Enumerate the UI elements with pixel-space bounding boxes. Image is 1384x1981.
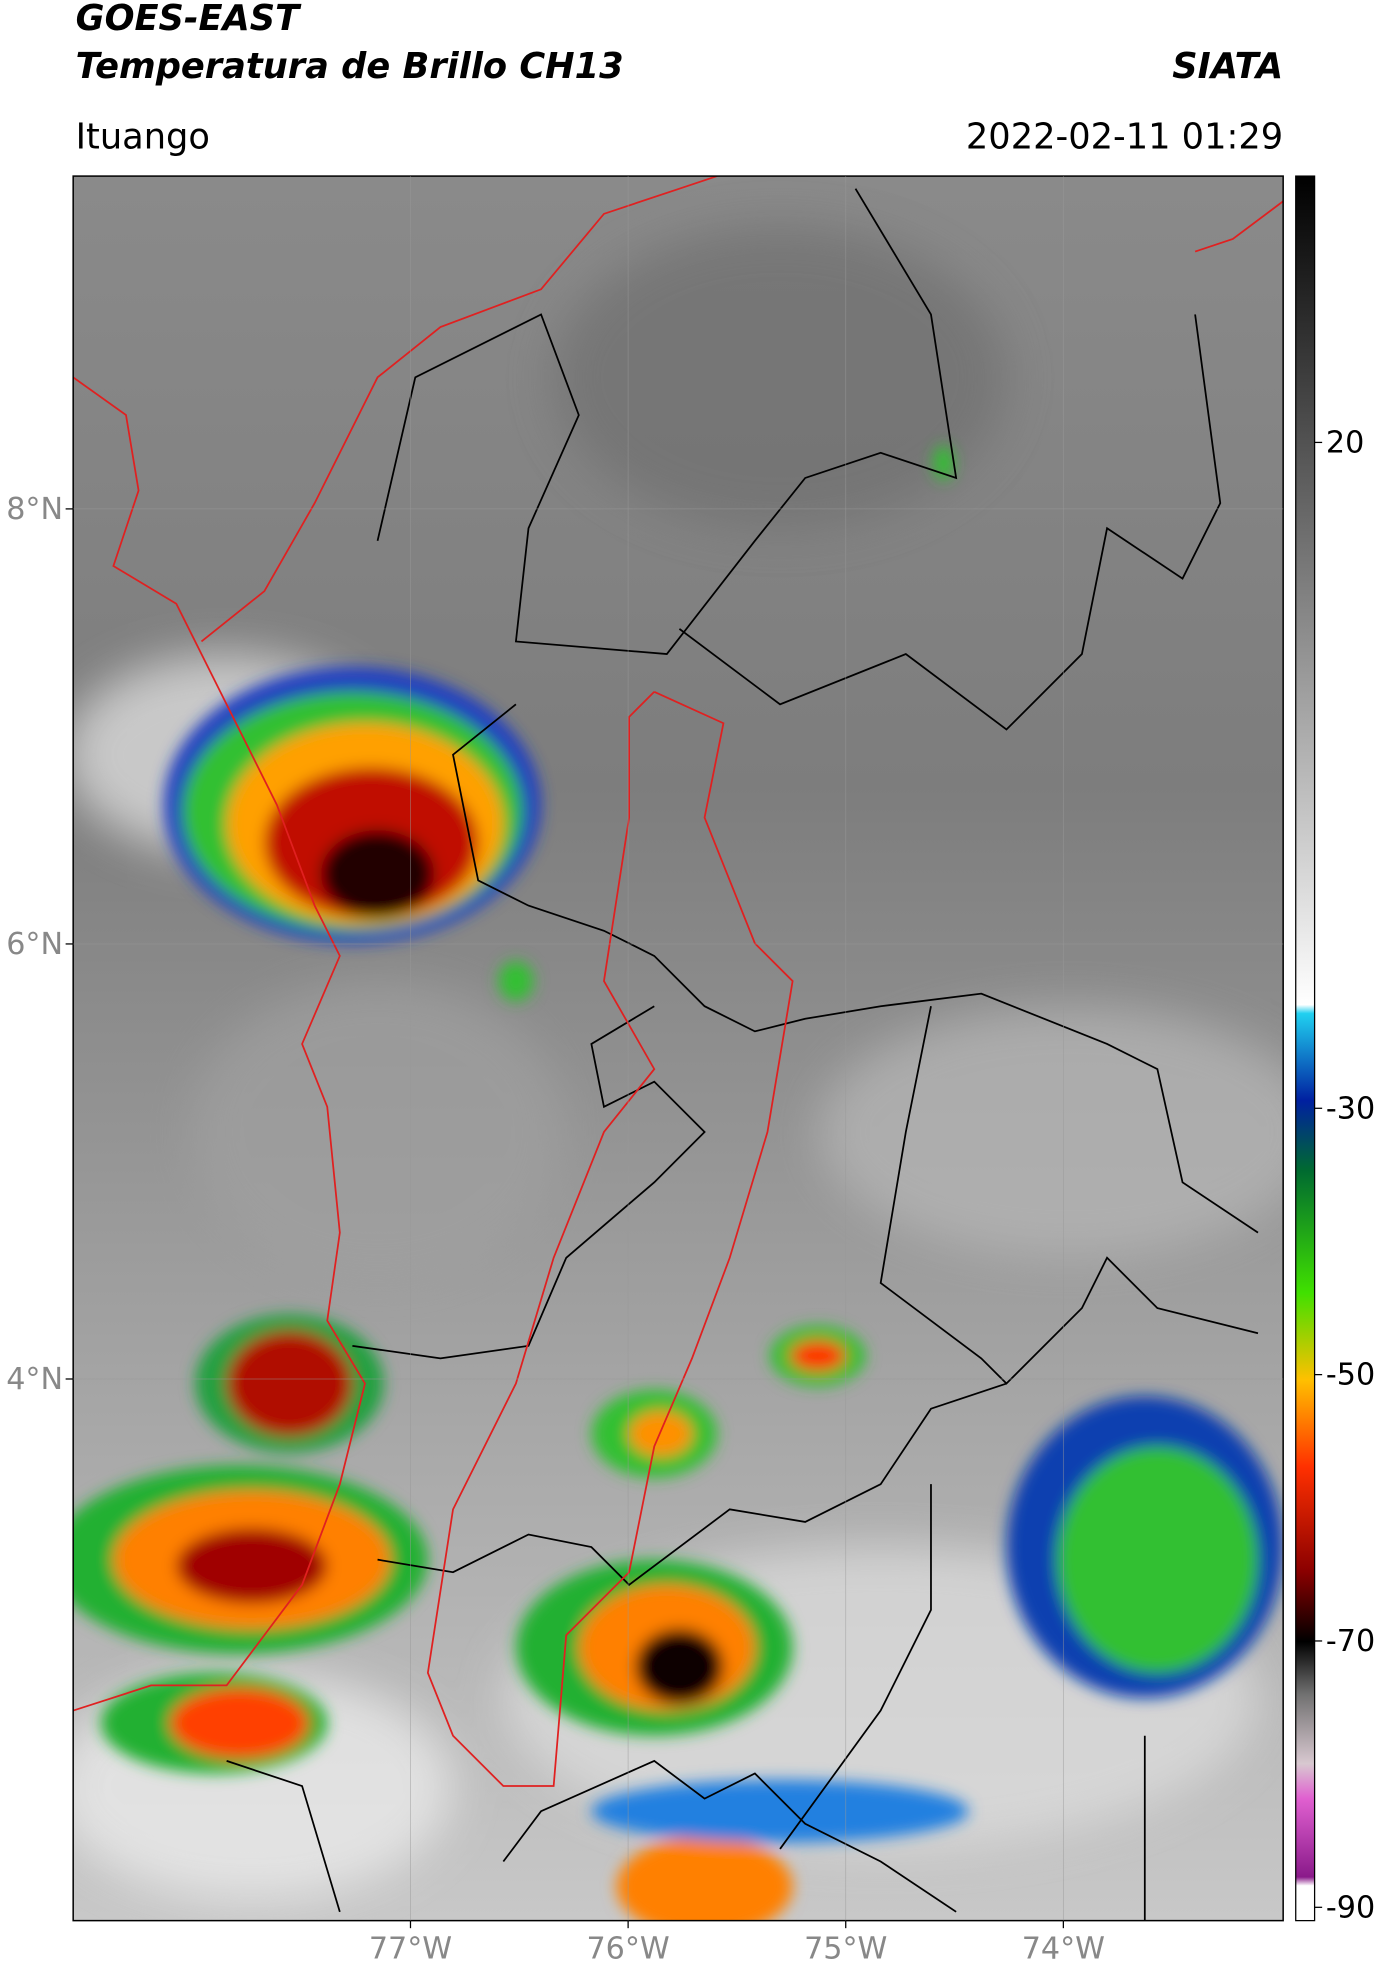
title: GOES-EAST [76, 0, 302, 39]
y-tick-label: 6°N [6, 927, 63, 962]
map-image [73, 176, 1284, 1921]
colorbar-tick-label: -30 [1326, 1091, 1375, 1126]
colorbar-tick-label: -50 [1326, 1358, 1375, 1393]
y-tick-label: 4°N [6, 1362, 63, 1397]
x-tick-label: 75°W [804, 1931, 887, 1966]
map-frame [72, 175, 1284, 1922]
title: Temperatura de Brillo CH13 [76, 46, 624, 87]
colorbar-tick-label: -70 [1326, 1624, 1375, 1659]
agency: SIATA [1172, 46, 1283, 87]
colorbar [1295, 175, 1316, 1922]
location: Ituango [76, 116, 210, 157]
x-tick-label: 74°W [1022, 1931, 1105, 1966]
x-tick-label: 76°W [586, 1931, 669, 1966]
x-tick-label: 77°W [369, 1931, 452, 1966]
datetime: 2022-02-11 01:29 [966, 116, 1283, 157]
colorbar-tick-label: -90 [1326, 1890, 1375, 1925]
colorbar-tick-label: 20 [1326, 425, 1364, 460]
y-tick-label: 8°N [6, 492, 63, 527]
